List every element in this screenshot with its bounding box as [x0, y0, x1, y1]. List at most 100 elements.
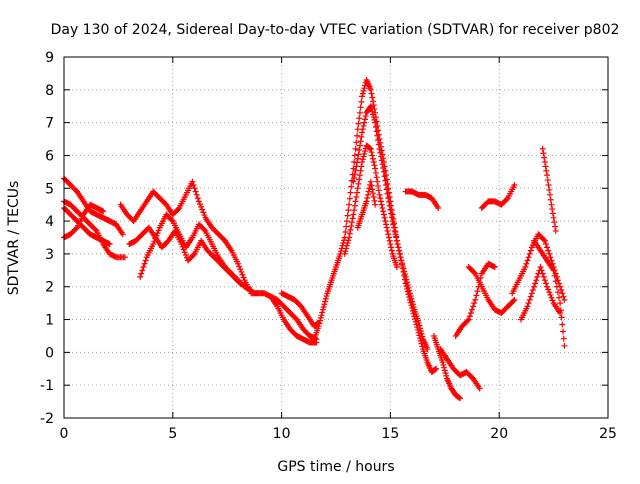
data-point: [376, 145, 383, 152]
data-point: [545, 181, 552, 188]
data-point: [547, 254, 554, 261]
data-point: [511, 181, 518, 188]
data-point: [369, 94, 376, 101]
series-track: [402, 188, 442, 211]
data-point: [409, 298, 416, 305]
data-point: [553, 283, 560, 290]
data-point: [554, 289, 561, 296]
data-point: [320, 303, 327, 310]
chart-title: Day 130 of 2024, Sidereal Day-to-day VTE…: [51, 22, 620, 38]
data-point: [372, 124, 379, 131]
data-point: [189, 178, 196, 185]
data-point: [410, 303, 417, 310]
y-tick-label: 8: [45, 83, 54, 99]
data-point: [121, 254, 128, 261]
data-point: [374, 132, 381, 139]
y-tick-label: 3: [45, 247, 54, 263]
data-point: [168, 216, 175, 223]
data-point: [359, 126, 366, 133]
data-point: [557, 307, 564, 314]
data-point: [318, 312, 325, 319]
data-point: [361, 119, 368, 126]
data-point: [526, 296, 533, 303]
plot-frame: [63, 56, 609, 419]
data-point: [313, 339, 320, 346]
axis-layer: 0 5 10 15 20 25 -2 -1 0 1 2 3 4 5 6 7 8 9: [40, 50, 617, 442]
data-point: [379, 161, 386, 168]
data-point: [393, 234, 400, 241]
data-point: [441, 364, 448, 371]
data-point: [369, 152, 376, 159]
data-point: [524, 303, 531, 310]
data-point: [556, 280, 563, 287]
data-point: [552, 227, 559, 234]
data-point: [361, 85, 368, 92]
data-point: [355, 180, 362, 187]
data-point: [547, 291, 554, 298]
series-track: [61, 175, 126, 238]
data-point: [440, 361, 447, 368]
data-point: [378, 201, 385, 208]
data-point: [388, 210, 395, 217]
series-track: [437, 346, 483, 392]
data-point: [441, 367, 448, 374]
x-tick-label: 0: [60, 426, 69, 442]
data-point: [400, 265, 407, 272]
x-tick-label: 5: [168, 426, 177, 442]
data-point: [345, 207, 352, 214]
data-point: [533, 277, 540, 284]
data-point: [560, 335, 567, 342]
data-point: [406, 287, 413, 294]
data-point: [155, 227, 162, 234]
data-point: [197, 201, 203, 208]
data-point: [385, 198, 392, 205]
data-point: [343, 223, 350, 230]
data-point: [119, 231, 126, 238]
data-point: [424, 346, 431, 353]
data-point: [552, 223, 559, 230]
data-point: [556, 294, 563, 301]
data-point: [353, 194, 360, 201]
data-point: [416, 322, 423, 329]
data-point: [201, 226, 208, 233]
data-point: [351, 171, 358, 178]
data-point: [558, 314, 565, 321]
data-point: [376, 191, 383, 198]
data-point: [346, 201, 353, 208]
data-point: [238, 268, 245, 275]
data-point: [243, 283, 250, 290]
data-point: [540, 236, 547, 243]
data-point: [364, 195, 371, 202]
data-point: [354, 185, 361, 192]
series-track: [61, 201, 107, 241]
data-point: [369, 98, 376, 105]
data-point: [367, 103, 374, 110]
data-point: [142, 257, 149, 264]
data-point: [359, 93, 366, 100]
data-point: [368, 90, 375, 97]
data-point: [351, 152, 358, 159]
data-point: [365, 188, 372, 195]
x-tick-label: 10: [273, 426, 291, 442]
data-point: [359, 156, 366, 163]
data-point: [372, 201, 379, 208]
data-point: [344, 239, 351, 246]
data-point: [471, 300, 478, 307]
data-point: [415, 319, 422, 326]
data-point: [342, 248, 349, 255]
data-point: [377, 198, 384, 205]
data-point: [370, 114, 377, 121]
series-track: [478, 181, 518, 211]
data-point: [384, 227, 391, 234]
data-point: [403, 276, 410, 283]
data-point: [541, 154, 548, 161]
data-point: [546, 186, 553, 193]
data-point: [343, 242, 350, 249]
data-point: [359, 90, 366, 97]
data-point: [360, 122, 367, 129]
data-point: [200, 209, 207, 216]
data-point: [527, 293, 534, 300]
data-point: [402, 273, 409, 280]
data-point: [194, 195, 201, 202]
data-point: [406, 290, 413, 297]
